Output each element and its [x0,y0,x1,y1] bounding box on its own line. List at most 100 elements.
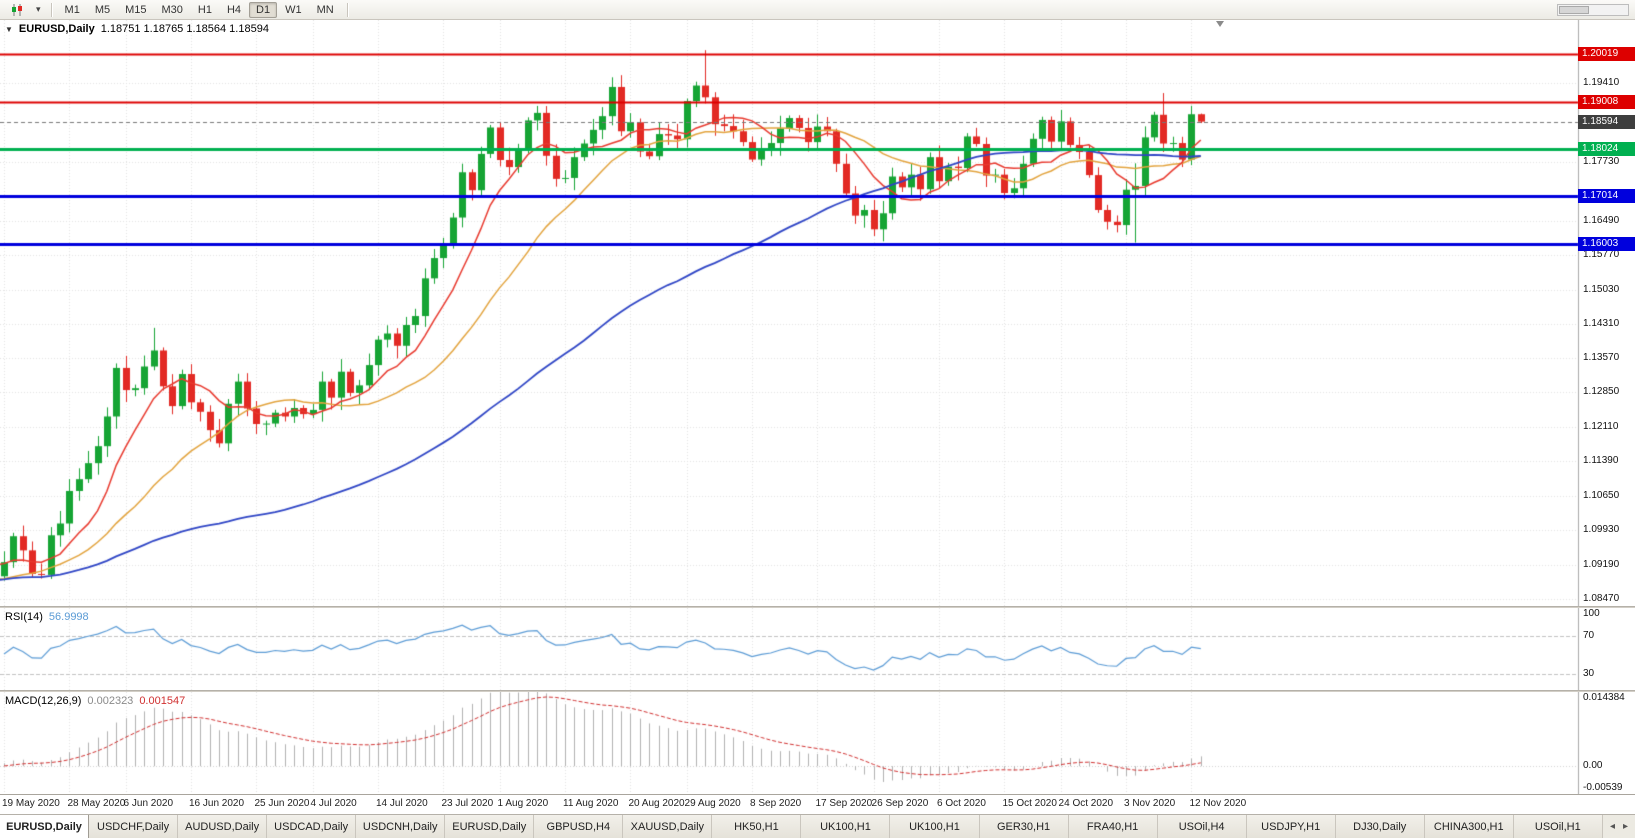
chart-tabbar: EURUSD,Daily USDCHF,Daily AUDUSD,Daily USDC… [0,814,1635,838]
macd-axis-label: -0.00539 [1583,782,1623,793]
price-axis-label: 1.16490 [1583,214,1620,226]
chart-tabs: EURUSD,Daily USDCHF,Daily AUDUSD,Daily USDC… [0,815,1603,838]
main-chart-panel: ▼ EURUSD,Daily 1.18751 1.18765 1.18564 1… [0,20,1635,606]
chart-ohlc-values: 1.18751 1.18765 1.18564 1.18594 [100,23,269,35]
main-chart-canvas[interactable] [0,20,1635,606]
price-axis-label: 1.09190 [1583,558,1620,570]
rsi-name-label: RSI(14) [5,611,43,623]
chart-header: ▼ EURUSD,Daily 1.18751 1.18765 1.18564 1… [5,23,269,35]
chart-tab[interactable]: FRA40,H1 [1068,815,1158,838]
rsi-axis[interactable]: 100 70 30 [1578,608,1635,690]
hline-price-tag: 1.19008 [1578,95,1635,110]
date-label: 23 Jul 2020 [441,798,494,809]
rsi-axis-label: 70 [1583,630,1595,642]
chart-tab[interactable]: UK100,H1 [801,815,891,838]
current-price-tag: 1.18594 [1578,114,1635,129]
chart-tab[interactable]: UK100,H1 [890,815,980,838]
chart-tab[interactable]: USDCNH,Daily [356,815,446,838]
chart-tab[interactable]: GER30,H1 [979,815,1069,838]
price-axis-label: 1.11390 [1583,455,1619,467]
date-label: 17 Sep 2020 [815,798,873,809]
rsi-axis-label: 100 [1583,608,1600,619]
price-axis-label: 1.08470 [1583,592,1620,604]
toolbar-scrollbar[interactable] [1557,3,1629,16]
macd-axis[interactable]: 0.014384 0.00 -0.00539 [1578,692,1635,794]
chart-shift-marker[interactable] [1216,21,1224,27]
toolbar-scrollbar-thumb[interactable] [1559,5,1589,14]
date-label: 6 Oct 2020 [937,798,986,809]
rsi-canvas[interactable] [0,608,1635,690]
price-axis[interactable]: 1.19410 1.17730 1.16490 1.15770 1.15030 1.143… [1578,20,1635,606]
chart-tab[interactable]: EURUSD,Daily [0,815,90,838]
date-label: 12 Nov 2020 [1189,798,1247,809]
price-axis-label: 1.15770 [1583,248,1620,260]
tab-navigation: ◂ ▸ [1603,815,1635,838]
timeframe-button-m15[interactable]: M15 [118,2,153,18]
price-axis-label: 1.17730 [1583,156,1620,168]
panel-separator[interactable] [0,606,1635,608]
macd-canvas[interactable] [0,692,1635,794]
chart-tab[interactable]: XAUUSD,Daily [623,815,713,838]
timeframe-button-h4[interactable]: H4 [220,2,248,18]
date-label: 1 Aug 2020 [497,798,549,809]
chart-tab[interactable]: CHINA300,H1 [1424,815,1514,838]
date-label: 4 Jul 2020 [310,798,357,809]
macd-header: MACD(12,26,9) 0.002323 0.001547 [5,695,185,707]
date-label: 25 Jun 2020 [254,798,310,809]
date-label: 24 Oct 2020 [1058,798,1114,809]
hline-price-tag: 1.18024 [1578,141,1635,156]
timeframe-button-w1[interactable]: W1 [278,2,309,18]
chart-tab[interactable]: GBPUSD,H4 [534,815,624,838]
date-label: 16 Jun 2020 [189,798,245,809]
macd-axis-label: 0.014384 [1583,692,1625,703]
timeframe-button-mn[interactable]: MN [310,2,341,18]
chart-type-dropdown-icon[interactable]: ▾ [32,2,45,18]
chart-tab[interactable]: USOil,H4 [1157,815,1247,838]
timeframe-buttons-group: M1 M5 M15 M30 H1 H4 D1 W1 MN [58,1,341,18]
timeframe-button-m30[interactable]: M30 [155,2,190,18]
timeframe-button-h1[interactable]: H1 [191,2,219,18]
chart-tab[interactable]: USDJPY,H1 [1246,815,1336,838]
rsi-panel: RSI(14) 56.9998 100 70 30 [0,608,1635,690]
rsi-value-label: 56.9998 [48,611,89,623]
chart-tab[interactable]: EURUSD,Daily [445,815,535,838]
collapse-arrow-icon[interactable]: ▼ [5,24,13,34]
date-axis[interactable]: 19 May 2020 28 May 2020 6 Jun 2020 16 Jun 2… [0,794,1635,814]
toolbar-separator [346,2,348,17]
chart-tab[interactable]: AUDUSD,Daily [178,815,268,838]
tab-scroll-right-button[interactable]: ▸ [1622,821,1628,832]
rsi-header: RSI(14) 56.9998 [5,611,89,623]
price-axis-label: 1.09930 [1583,524,1620,536]
date-label: 8 Sep 2020 [750,798,802,809]
hline-price-tag: 1.16003 [1578,236,1635,251]
macd-name-label: MACD(12,26,9) [5,695,82,707]
tab-scroll-left-button[interactable]: ◂ [1609,821,1615,832]
price-axis-label: 1.12110 [1583,421,1619,433]
date-label: 11 Aug 2020 [563,798,619,809]
macd-main-value-label: 0.002323 [87,695,134,707]
timeframe-button-m5[interactable]: M5 [88,2,117,18]
chart-tab[interactable]: USOil,H1 [1513,815,1603,838]
date-label: 15 Oct 2020 [1002,798,1057,809]
chart-tab[interactable]: USDCAD,Daily [267,815,357,838]
chart-tab[interactable]: HK50,H1 [712,815,802,838]
macd-panel: MACD(12,26,9) 0.002323 0.001547 0.014384… [0,692,1635,794]
timeframe-button-m1[interactable]: M1 [58,2,87,18]
date-label: 14 Jul 2020 [376,798,428,809]
hline-price-tag: 1.17014 [1578,189,1635,204]
date-label: 6 Jun 2020 [123,798,174,809]
panel-separator[interactable] [0,690,1635,692]
date-label: 26 Sep 2020 [871,798,929,809]
rsi-axis-label: 30 [1583,667,1595,679]
chart-type-button[interactable] [4,2,31,18]
chart-tab[interactable]: DJ30,Daily [1335,815,1425,838]
date-label: 20 Aug 2020 [628,798,685,809]
timeframe-button-d1[interactable]: D1 [249,1,278,18]
toolbar-separator [50,2,52,17]
chart-tab[interactable]: USDCHF,Daily [89,815,179,838]
chart-symbol-label: EURUSD,Daily [18,23,95,35]
macd-axis-label: 0.00 [1583,760,1603,772]
price-axis-label: 1.13570 [1583,352,1620,364]
price-axis-label: 1.19410 [1583,77,1620,89]
